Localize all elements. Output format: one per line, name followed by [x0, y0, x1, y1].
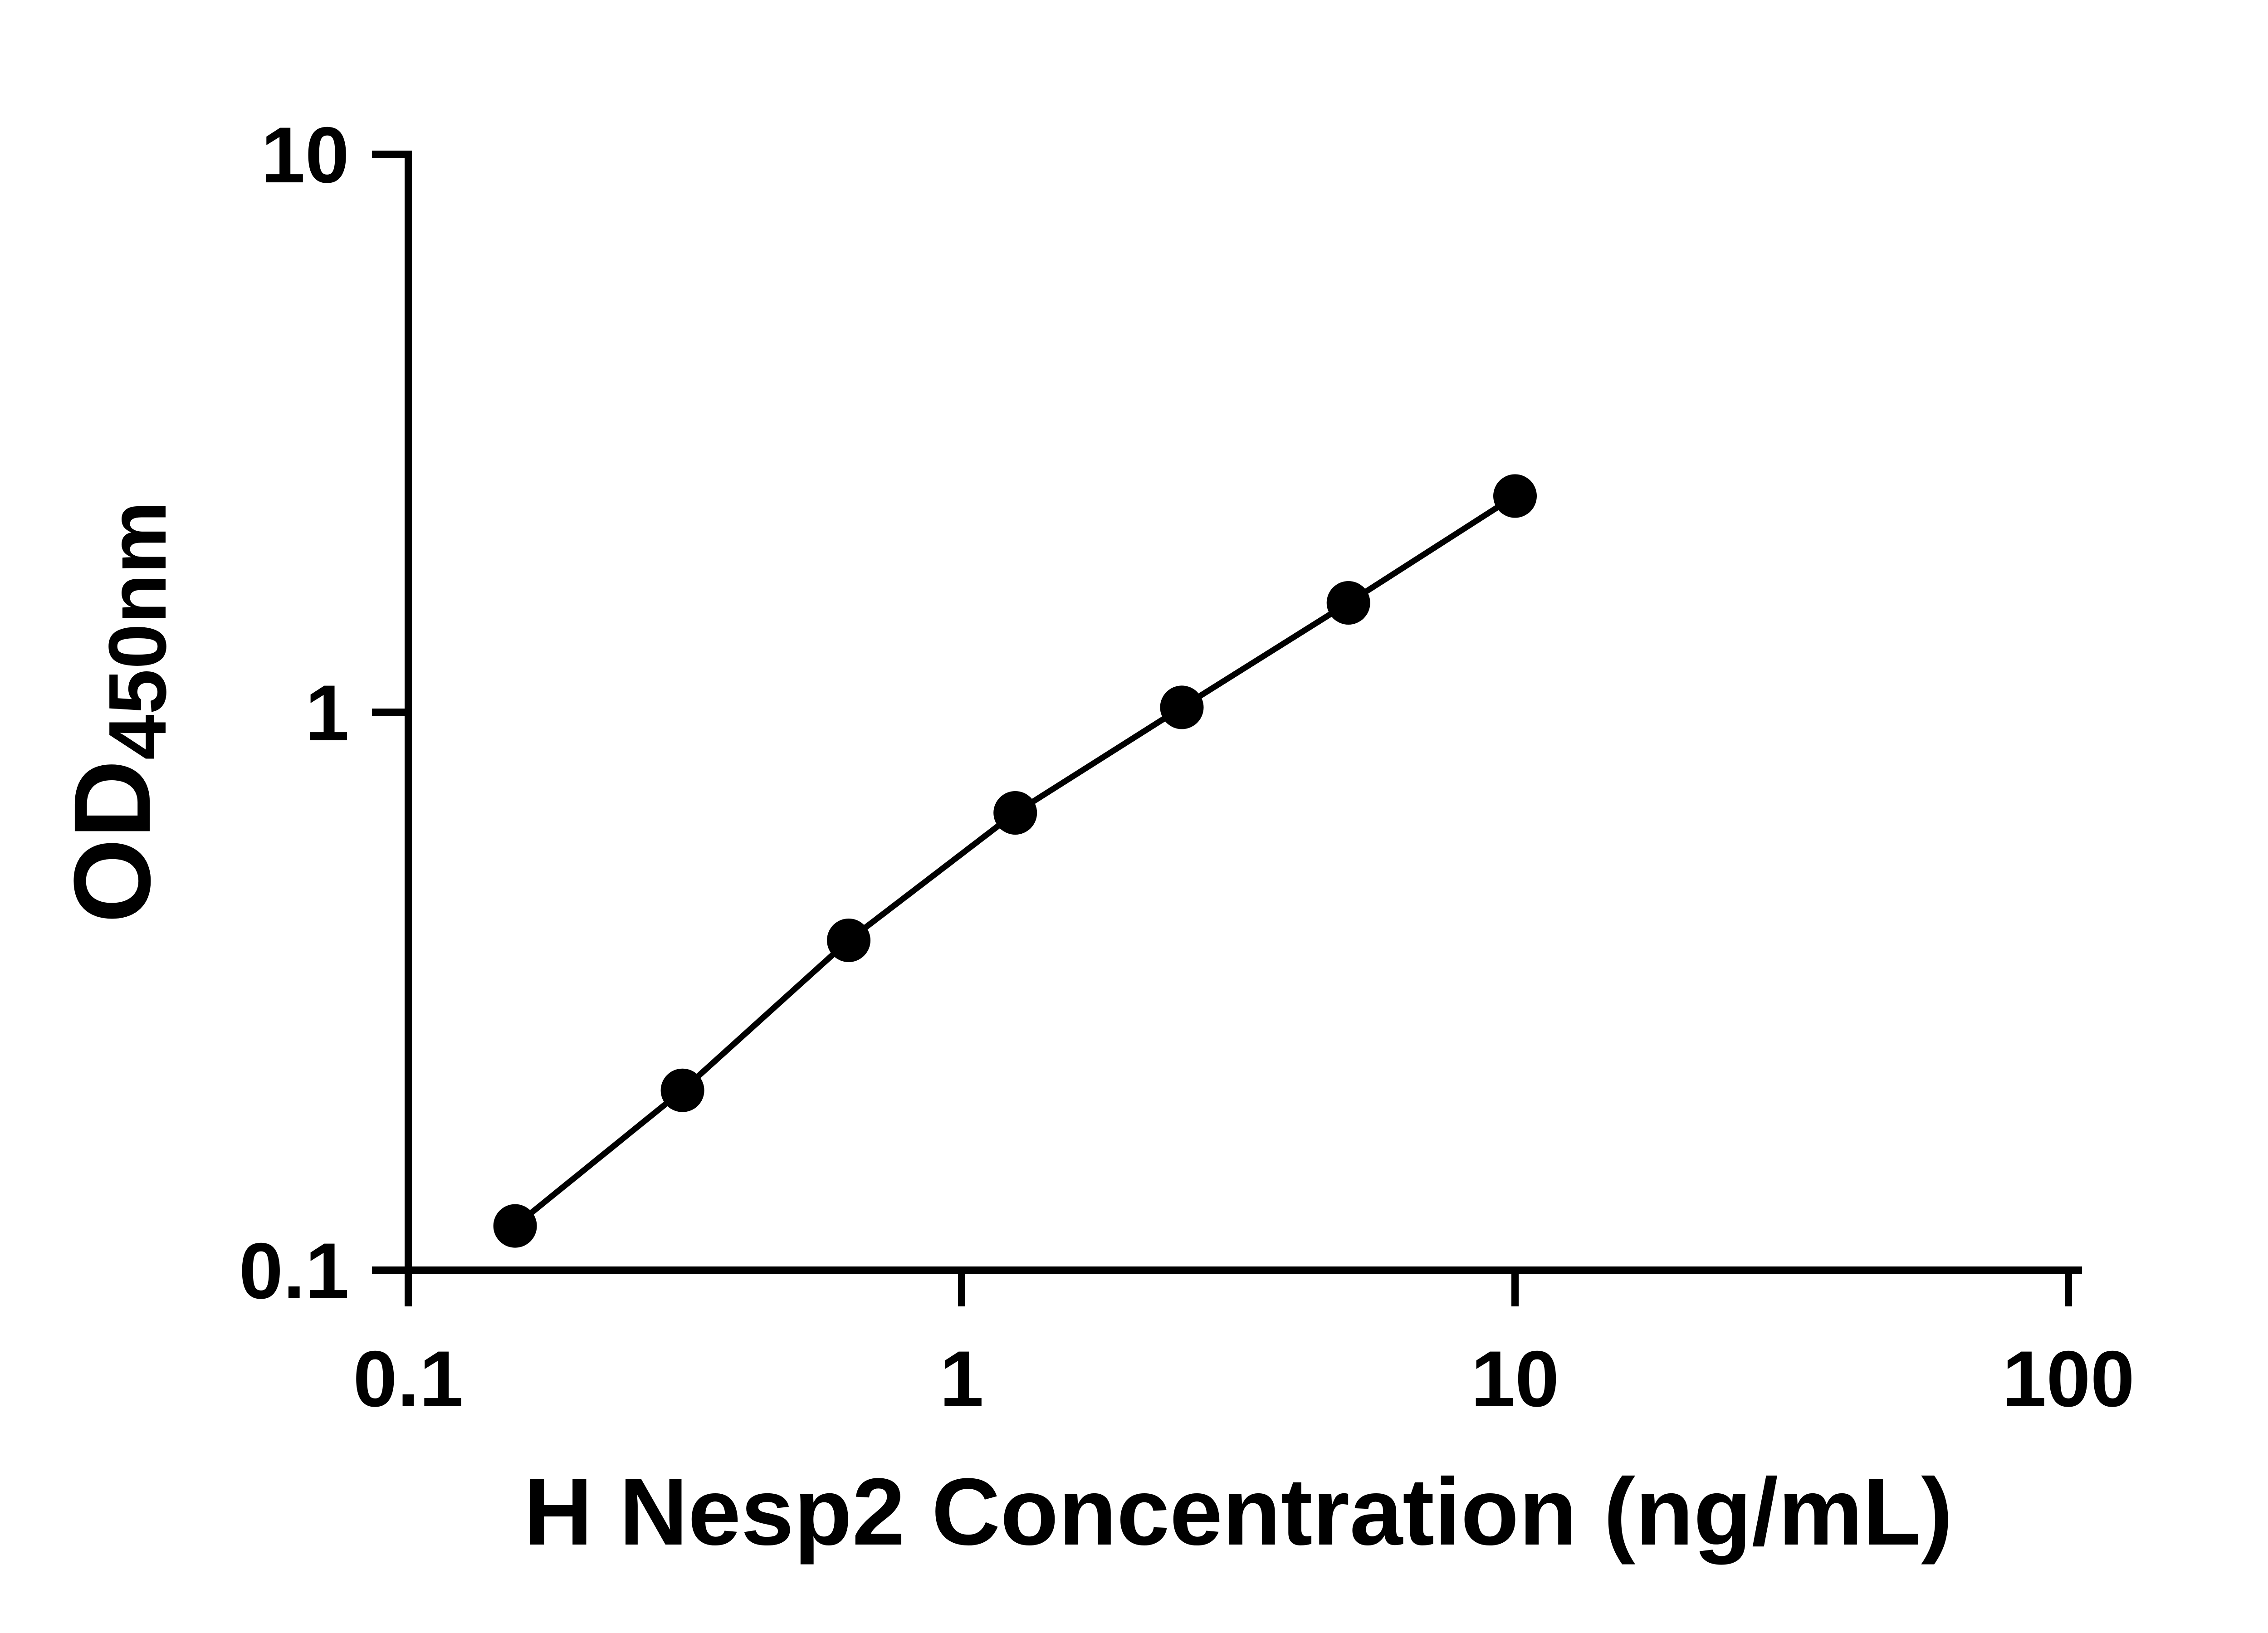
data-point — [1160, 685, 1204, 729]
y-tick-label: 10 — [261, 111, 349, 200]
x-tick-label: 0.1 — [353, 1335, 463, 1423]
x-tick-label: 1 — [939, 1335, 983, 1423]
data-point — [1326, 581, 1370, 625]
data-point — [660, 1068, 704, 1112]
y-axis-title-sub: 450nm — [92, 501, 183, 760]
x-tick-label: 100 — [2002, 1335, 2135, 1423]
data-point — [1493, 474, 1537, 518]
data-point — [827, 919, 870, 962]
data-point — [493, 1204, 537, 1248]
x-axis-title: H Nesp2 Concentration (ng/mL) — [524, 1458, 1953, 1565]
data-point — [993, 791, 1037, 835]
y-axis-title-main: OD — [51, 760, 173, 923]
plot-area: 0.1 1 10 100 0.1 1 10 — [239, 111, 2135, 1423]
y-tick-label: 0.1 — [239, 1227, 349, 1315]
x-tick-label: 10 — [1471, 1335, 1559, 1423]
y-axis-title: OD450nm — [51, 501, 183, 923]
y-tick-label: 1 — [305, 669, 349, 758]
axes-frame — [405, 151, 2082, 1274]
